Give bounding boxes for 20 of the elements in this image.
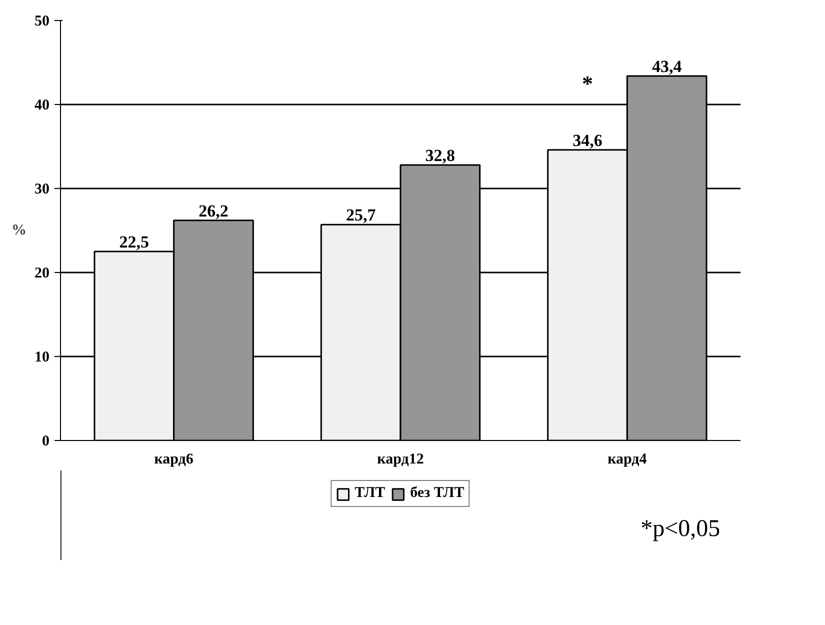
x-tick-label: кард6: [154, 452, 194, 468]
data-label: 25,7: [346, 206, 376, 225]
annotation: *: [582, 71, 593, 96]
legend-label: без ТЛТ: [410, 485, 464, 502]
text: *p<0,05: [640, 516, 720, 542]
y-tick-label: 10: [34, 350, 50, 366]
y-tick-label: 0: [42, 434, 50, 450]
data-label: 26,2: [198, 201, 228, 220]
data-label: 43,4: [652, 56, 682, 76]
y-axis-title: %: [12, 222, 26, 238]
y-tick-label: 30: [34, 182, 50, 198]
legend-label: ТЛТ: [354, 485, 386, 502]
data-label: 22,5: [119, 232, 150, 252]
y-tick-label: 40: [34, 98, 50, 114]
y-tick-label: 50: [34, 14, 50, 30]
y-tick-label: 20: [34, 266, 50, 282]
data-label: 34,6: [572, 130, 602, 150]
x-tick-label: кард4: [608, 452, 648, 468]
x-tick-label: кард12: [377, 452, 424, 468]
data-label: 32,8: [425, 146, 456, 165]
